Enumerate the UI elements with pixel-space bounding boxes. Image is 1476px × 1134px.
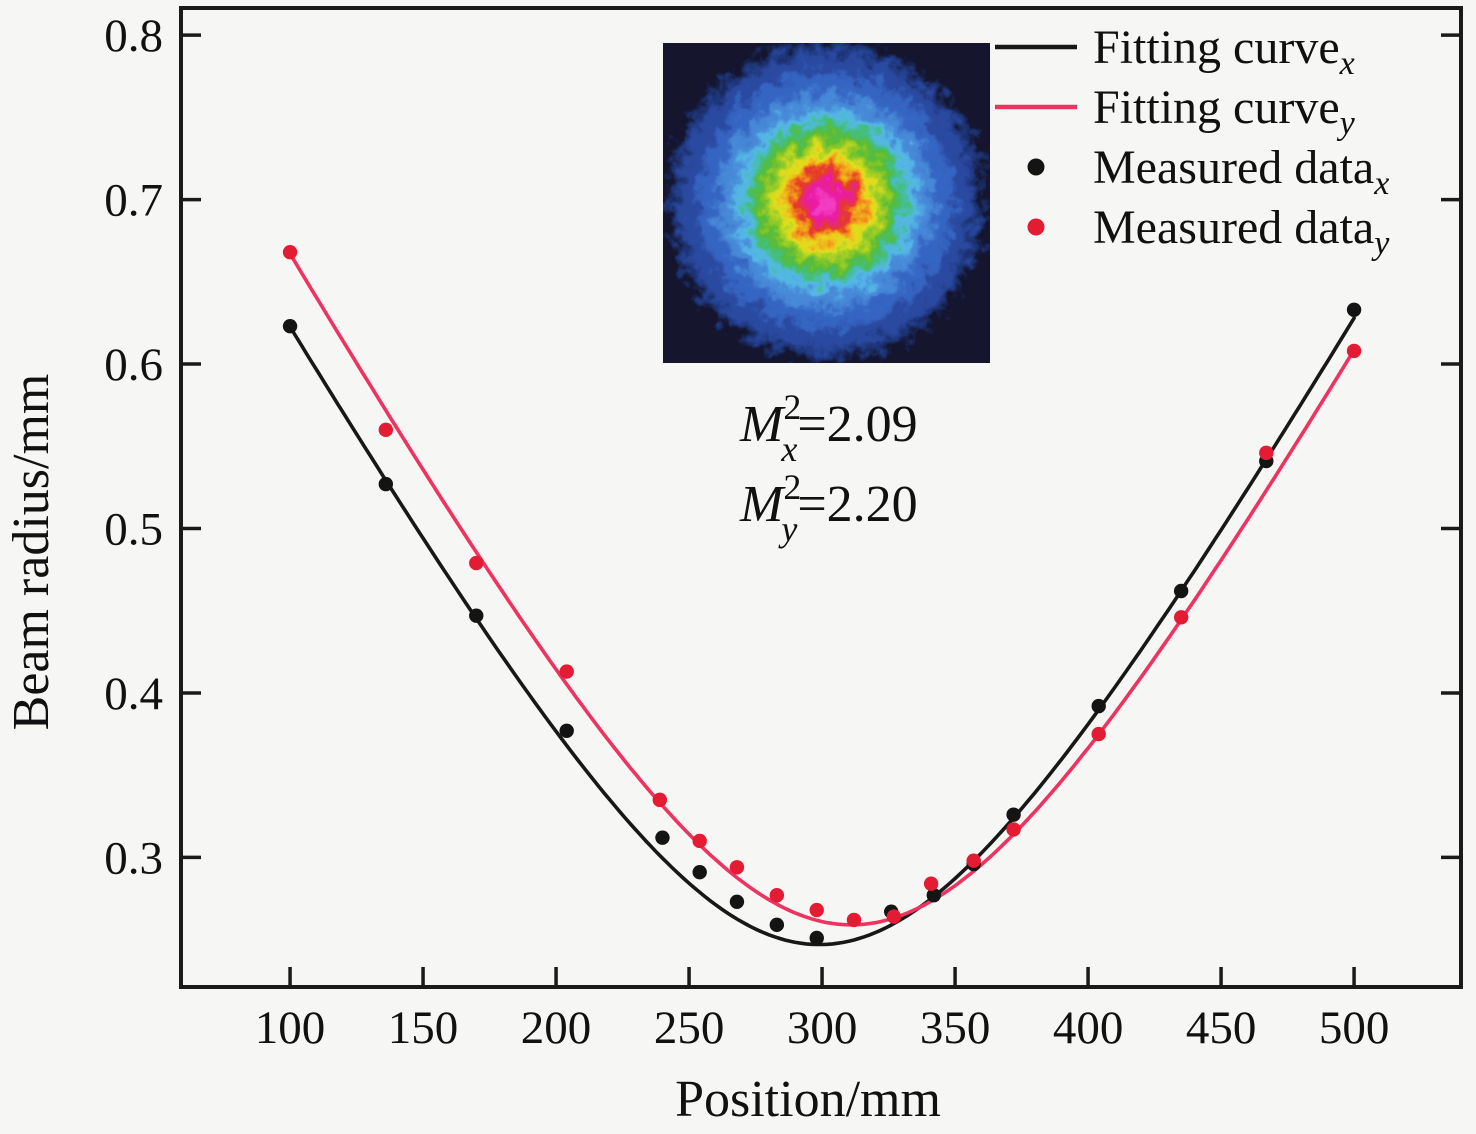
legend-item-fitting-curve-x: Fitting curvex bbox=[995, 21, 1355, 82]
legend-label: Fitting curvey bbox=[1093, 81, 1356, 142]
data-point-y bbox=[652, 792, 668, 808]
data-point-x bbox=[1006, 807, 1021, 822]
data-point-y bbox=[559, 664, 574, 679]
legend-dot-swatch bbox=[1027, 218, 1045, 236]
x-tick-label: 300 bbox=[787, 1002, 858, 1054]
legend-item-measured-data-y: Measured datay bbox=[1027, 201, 1390, 262]
data-point-y bbox=[1173, 610, 1189, 625]
data-point-x bbox=[926, 888, 941, 903]
data-point-x bbox=[1346, 302, 1362, 317]
data-point-x bbox=[378, 476, 394, 492]
data-point-y bbox=[469, 555, 484, 571]
data-point-x bbox=[282, 319, 298, 334]
x-tick-label: 200 bbox=[521, 1002, 592, 1054]
data-point-x bbox=[1173, 583, 1189, 599]
data-point-x bbox=[692, 865, 707, 880]
legend-dot-swatch bbox=[1027, 158, 1045, 176]
x-tick-label: 100 bbox=[255, 1002, 326, 1054]
x-tick-label: 450 bbox=[1186, 1002, 1257, 1054]
data-point-y bbox=[1346, 343, 1362, 359]
y-tick-label: 0.5 bbox=[104, 503, 163, 555]
axes: 100 150 200 250 300 350 400 450 500 0.3 0.4 0.5 0.6 0… bbox=[3, 6, 1463, 1128]
m2-annotation-x: M2 x=2.09 bbox=[739, 387, 918, 469]
data-point-y bbox=[282, 245, 298, 260]
fitting-curve-x bbox=[288, 316, 1356, 947]
y-tick-label: 0.8 bbox=[104, 10, 163, 62]
data-point-x bbox=[809, 930, 824, 946]
data-point-y bbox=[692, 833, 707, 849]
data-point-x bbox=[729, 894, 745, 910]
fitting-curves bbox=[288, 252, 1356, 947]
data-point-y bbox=[1006, 822, 1021, 837]
fitting-curve-y bbox=[288, 252, 1356, 927]
x-axis-title: Position/mm bbox=[675, 1071, 941, 1128]
y-tick-label: 0.3 bbox=[104, 832, 163, 884]
legend-label: Fitting curvex bbox=[1093, 21, 1355, 82]
x-tick-label: 150 bbox=[388, 1002, 459, 1054]
m2-annotation-y: M2 y=2.20 bbox=[739, 467, 918, 549]
data-point-y bbox=[1091, 726, 1106, 742]
data-point-y bbox=[769, 888, 785, 903]
beam-profile-inset bbox=[663, 43, 990, 363]
data-point-y bbox=[966, 853, 981, 868]
legend-item-fitting-curve-y: Fitting curvey bbox=[995, 81, 1356, 142]
data-point-x bbox=[769, 917, 785, 933]
y-axis-title: Beam radius/mm bbox=[3, 374, 60, 731]
y-tick-label: 0.4 bbox=[104, 668, 163, 720]
beam-profile-ring bbox=[815, 190, 837, 212]
data-point-y bbox=[846, 912, 862, 928]
x-tick-label: 350 bbox=[920, 1002, 991, 1054]
data-point-x bbox=[559, 723, 574, 738]
data-point-y bbox=[1259, 445, 1274, 461]
measured-data-points bbox=[282, 245, 1362, 946]
legend-item-measured-data-x: Measured datax bbox=[1027, 141, 1389, 202]
x-tick-label: 400 bbox=[1053, 1002, 1124, 1054]
legend-label: Measured datay bbox=[1093, 201, 1390, 262]
x-tick-label: 500 bbox=[1319, 1002, 1390, 1054]
data-point-x bbox=[655, 830, 670, 845]
data-point-y bbox=[809, 902, 824, 918]
x-tick-label: 250 bbox=[654, 1002, 725, 1054]
y-tick-label: 0.7 bbox=[104, 175, 163, 227]
y-tick-label: 0.6 bbox=[104, 339, 163, 391]
data-point-x bbox=[1091, 698, 1106, 714]
data-point-y bbox=[886, 909, 902, 924]
legend-label: Measured datax bbox=[1093, 141, 1389, 202]
data-point-x bbox=[469, 608, 484, 623]
data-point-y bbox=[923, 876, 939, 891]
data-point-y bbox=[378, 422, 394, 438]
data-point-y bbox=[729, 860, 745, 875]
